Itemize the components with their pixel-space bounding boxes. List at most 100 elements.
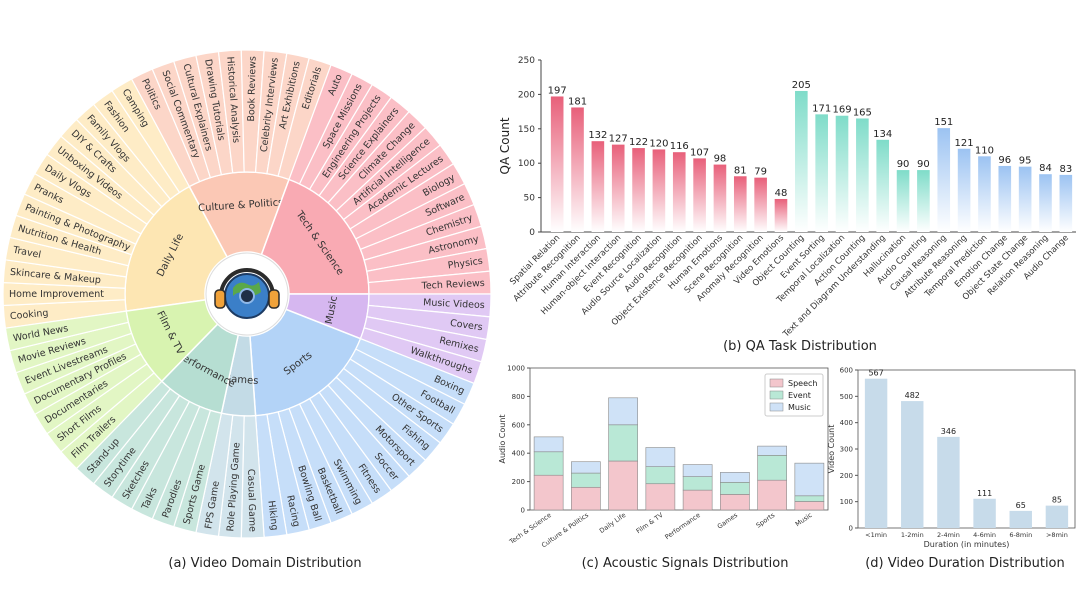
b-bar-value: 95 [1019,156,1032,167]
subdomain-label-book-reviews: Book Reviews [246,56,259,122]
d-y-tick-label: 600 [840,367,853,375]
b-bar-value: 205 [792,80,811,91]
b-bar [733,176,747,232]
b-bar-value: 96 [998,155,1011,166]
b-bar-value: 122 [629,137,648,148]
b-bar-value: 81 [734,165,747,176]
subdomain-label-music-videos: Music Videos [423,297,485,311]
c-bar-segment-event [608,424,638,462]
d-bar [864,378,888,528]
b-bar [917,170,930,232]
b-y-tick-label: 150 [518,125,535,135]
b-bar [795,90,808,233]
b-bar [998,165,1012,232]
c-bar-segment-music [682,464,713,477]
b-bar-value: 197 [548,85,567,96]
b-bar [1059,174,1073,232]
caption-c: (c) Acoustic Signals Distribution [581,556,789,571]
subdomain-label-casual-game: Casual Game [245,469,257,533]
b-bar [957,148,971,232]
c-legend-swatch [769,378,784,388]
d-bar [1009,510,1032,528]
b-y-tick-label: 250 [518,56,535,66]
b-bar-value: 116 [670,141,689,152]
caption-d: (d) Video Duration Distribution [865,556,1065,571]
b-bar [876,139,890,232]
c-bar-segment-music [757,445,787,456]
b-bar [550,96,564,233]
b-bar-value: 181 [568,96,587,107]
b-bar-value: 110 [975,145,994,156]
b-y-tick-label: 200 [518,90,535,100]
b-bar-value: 107 [690,147,709,158]
c-y-tick-label: 0 [521,507,525,515]
subdomain-label-hiking: Hiking [265,500,279,531]
b-bar-value: 98 [714,154,727,165]
d-bar-value: 567 [868,369,883,378]
c-legend-swatch [769,390,784,400]
b-bar-value: 171 [812,103,831,114]
d-x-tick-label: >8min [1046,531,1068,539]
caption-b: (b) QA Task Distribution [723,339,877,354]
subdomain-label-covers: Covers [449,318,483,333]
d-bar [973,498,996,528]
b-bar [754,177,767,232]
c-bar-segment-music [608,397,638,426]
domain-label-games: Games [223,374,259,387]
c-legend-label: Event [788,391,811,400]
b-bar-value: 90 [897,159,910,170]
b-bar [713,164,727,232]
d-x-tick-label: 1-2min [901,531,924,539]
c-bar-segment-speech [533,474,564,511]
d-x-tick-label: 6-8min [1009,531,1032,539]
d-y-tick-label: 500 [840,393,853,401]
b-bar-value: 151 [934,117,953,128]
d-x-tick-label: <1min [865,531,887,539]
d-x-tick-label: 2-4min [937,531,960,539]
d-x-tick-label: 4-6min [973,531,996,539]
b-bar-value: 134 [873,129,892,140]
b-bar [1018,166,1032,232]
d-bar-value: 111 [977,489,992,498]
b-bar [591,141,605,232]
c-y-axis-label: Audio Count [498,414,507,463]
c-bar-segment-speech [757,479,787,511]
subdomain-label-tech-reviews: Tech Reviews [420,278,485,292]
c-y-tick-label: 600 [512,421,525,429]
b-bar [632,148,645,232]
b-bar-value: 169 [832,105,851,116]
c-bar-segment-music [571,461,601,474]
c-bar-segment-music [794,462,825,497]
c-bar-segment-music [645,447,676,467]
camera-lens-icon [239,288,255,304]
subdomain-label-travel: Travel [11,245,42,261]
b-bar-value: 84 [1039,163,1052,174]
d-y-tick-label: 200 [840,472,853,480]
b-bar [611,144,625,232]
headphone-band-icon [219,268,275,297]
d-bar [937,436,960,528]
subdomain-label-cooking: Cooking [10,308,49,323]
b-bar [896,170,910,232]
b-bar [1039,174,1052,232]
d-bar [1045,505,1069,528]
d-y-tick-label: 0 [849,525,853,533]
c-legend-label: Music [788,403,811,412]
b-bar [652,149,666,232]
b-bar-value: 165 [853,107,872,118]
headphone-right-icon [268,289,280,309]
b-bar-value: 132 [588,130,607,141]
b-bar [815,114,828,232]
domain-label-music: Music [324,295,340,325]
c-bar-segment-music [533,436,564,453]
c-y-tick-label: 400 [512,450,525,458]
b-y-tick-label: 0 [529,228,535,238]
d-x-axis-label: Duration (in minutes) [924,540,1010,549]
d-bar-value: 482 [905,391,920,400]
caption-a: (a) Video Domain Distribution [168,556,362,571]
subdomain-label-home-improvement: Home Improvement [9,289,104,300]
